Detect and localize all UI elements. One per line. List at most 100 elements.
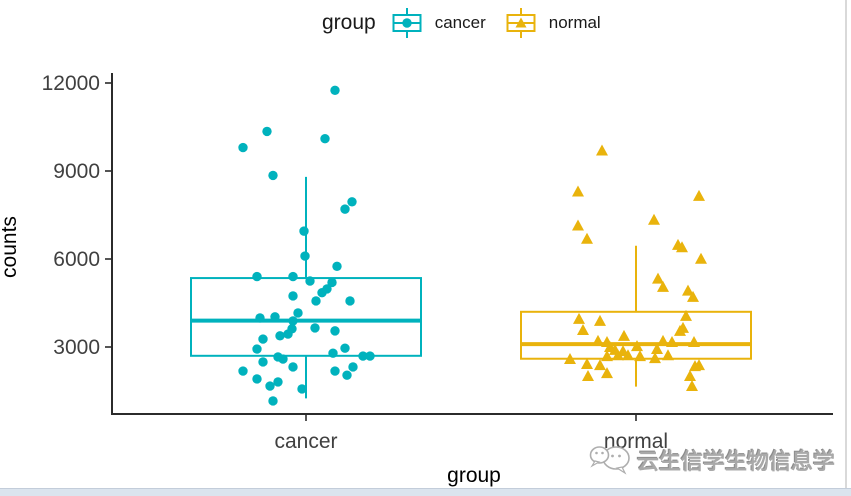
data-point [330,326,340,336]
data-point [283,329,293,339]
wechat-icon [589,442,633,478]
data-point [330,366,340,376]
y-tick-label: 3000 [53,336,100,359]
data-point [676,241,688,253]
data-point [622,349,634,361]
data-point [252,374,262,384]
data-point [238,366,248,376]
legend-label-normal: normal [548,13,601,32]
data-point [572,219,584,231]
data-point [662,349,674,361]
data-point [305,276,315,286]
data-point [238,142,248,153]
data-point [317,288,327,298]
data-point [573,312,585,324]
legend-title: group [322,11,376,34]
y-tick-label: 9000 [53,160,100,183]
data-point [278,354,288,364]
legend-label-cancer: cancer [434,13,486,32]
data-point [657,280,669,292]
data-point [332,261,342,272]
data-point [666,336,678,348]
watermark-text: 云生信学生物信息学 [637,449,836,474]
data-point [674,324,686,336]
data-point [258,334,268,344]
data-point [601,367,613,379]
data-point [572,185,584,197]
data-point [693,189,705,201]
window-right-edge [845,0,847,488]
data-point [618,329,630,341]
data-point [340,204,350,214]
data-point [327,277,337,288]
data-point [252,271,262,282]
series-cancer [190,85,422,406]
data-point [682,284,694,296]
data-point [310,323,320,333]
data-point [582,370,594,382]
data-point [255,313,265,323]
data-point [631,340,643,352]
y-tick-label: 6000 [53,248,100,271]
data-point [347,197,357,207]
data-point [265,381,275,391]
data-point [564,353,576,365]
y-axis-title: counts [0,216,21,278]
data-point [262,126,272,137]
data-point [688,336,700,348]
data-point [680,309,692,321]
data-point [657,334,669,346]
legend-key-cancer-boxplot-icon [391,5,423,41]
data-point [328,348,338,358]
data-point [297,384,307,394]
data-point [687,290,699,302]
box [520,310,752,360]
watermark: 云生信学生物信息学 [589,442,835,478]
data-point [311,296,321,306]
data-point [689,360,701,372]
data-point [686,380,698,392]
legend-key-normal-boxplot-icon [505,5,537,41]
data-point [275,331,285,341]
data-point [594,359,606,371]
data-point [288,362,298,372]
data-point [270,312,280,322]
data-point [634,350,646,362]
data-point [581,232,593,244]
data-point [358,351,368,361]
x-tick-label: cancer [274,430,337,453]
bottom-scrollbar-track[interactable] [0,488,851,496]
legend: group cancer normal [322,4,601,42]
box [190,277,422,357]
data-point [320,134,330,144]
data-point [577,323,589,335]
data-point [252,344,262,354]
data-point [288,316,298,326]
data-point [342,370,352,380]
data-point [594,314,606,326]
data-point [592,334,604,346]
series-normal [520,144,752,392]
data-point [345,296,355,306]
data-point [288,271,298,282]
data-point [273,377,283,387]
data-point [651,343,663,355]
data-point [293,308,303,318]
data-point [299,226,309,236]
data-point [348,362,358,372]
data-point [695,252,707,264]
data-point [581,358,593,370]
data-point [684,370,696,382]
data-point [340,343,350,353]
data-point [601,350,613,362]
data-point [365,351,375,361]
data-point [268,170,278,181]
data-point [258,357,268,367]
data-point [648,213,660,225]
data-point [330,85,340,96]
data-point [649,352,661,364]
data-point [268,396,278,406]
y-tick-label: 12000 [42,72,100,95]
